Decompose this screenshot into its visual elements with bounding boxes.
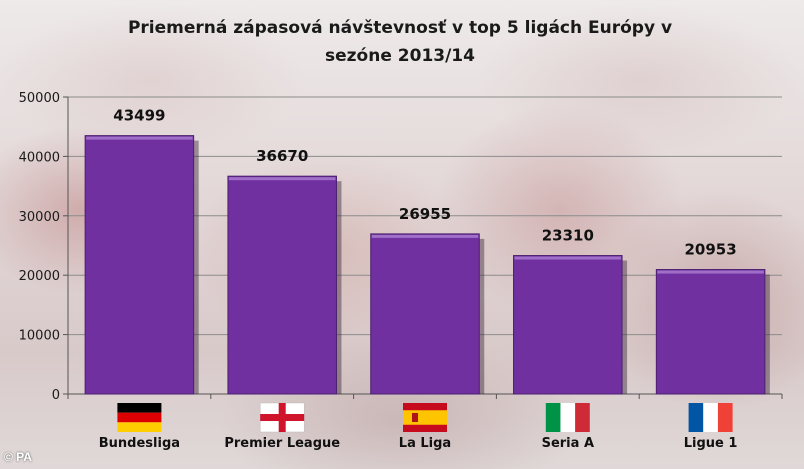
- category-label: Premier League: [224, 436, 340, 451]
- y-tick-label: 10000: [19, 329, 60, 344]
- italy-flag: [545, 403, 590, 432]
- germany-flag: [117, 403, 162, 432]
- bar: [84, 135, 195, 395]
- data-label: 43499: [113, 107, 165, 125]
- data-label: 26955: [399, 205, 451, 223]
- bar: [655, 269, 766, 395]
- bar: [227, 175, 337, 395]
- france-flag: [688, 403, 733, 432]
- chart-title: Priemerná zápasová návštevnosť v top 5 l…: [127, 18, 673, 66]
- category-label: Ligue 1: [684, 436, 738, 451]
- y-tick-label: 40000: [19, 150, 60, 165]
- category-label: Seria A: [542, 436, 594, 451]
- bar-highlight: [86, 136, 193, 140]
- data-label: 36670: [256, 147, 308, 165]
- data-label: 23310: [542, 227, 594, 245]
- category-label: Bundesliga: [99, 436, 180, 451]
- spain-flag: [403, 403, 447, 432]
- watermark: © PA: [4, 450, 32, 464]
- bar-highlight: [228, 177, 336, 181]
- data-labels: 43499 36670 26955 23310 20953: [113, 107, 736, 259]
- y-tick-label: 50000: [19, 91, 60, 106]
- axes: 0 10000 20000 30000 40000 50000: [19, 91, 783, 403]
- category-label: La Liga: [399, 436, 451, 451]
- bar: [513, 255, 623, 395]
- bars: [84, 135, 770, 395]
- bar-highlight: [657, 270, 764, 274]
- y-tick-label: 20000: [19, 269, 60, 284]
- y-tick-label: 30000: [19, 210, 60, 225]
- data-label: 20953: [685, 241, 737, 259]
- flags: [117, 402, 733, 433]
- y-tick-label: 0: [52, 388, 60, 403]
- england-flag: [259, 402, 305, 433]
- bar-highlight: [514, 256, 622, 260]
- bar: [370, 233, 480, 395]
- bar-highlight: [371, 234, 479, 238]
- category-labels: Bundesliga Premier League La Liga Seria A Li…: [99, 436, 738, 451]
